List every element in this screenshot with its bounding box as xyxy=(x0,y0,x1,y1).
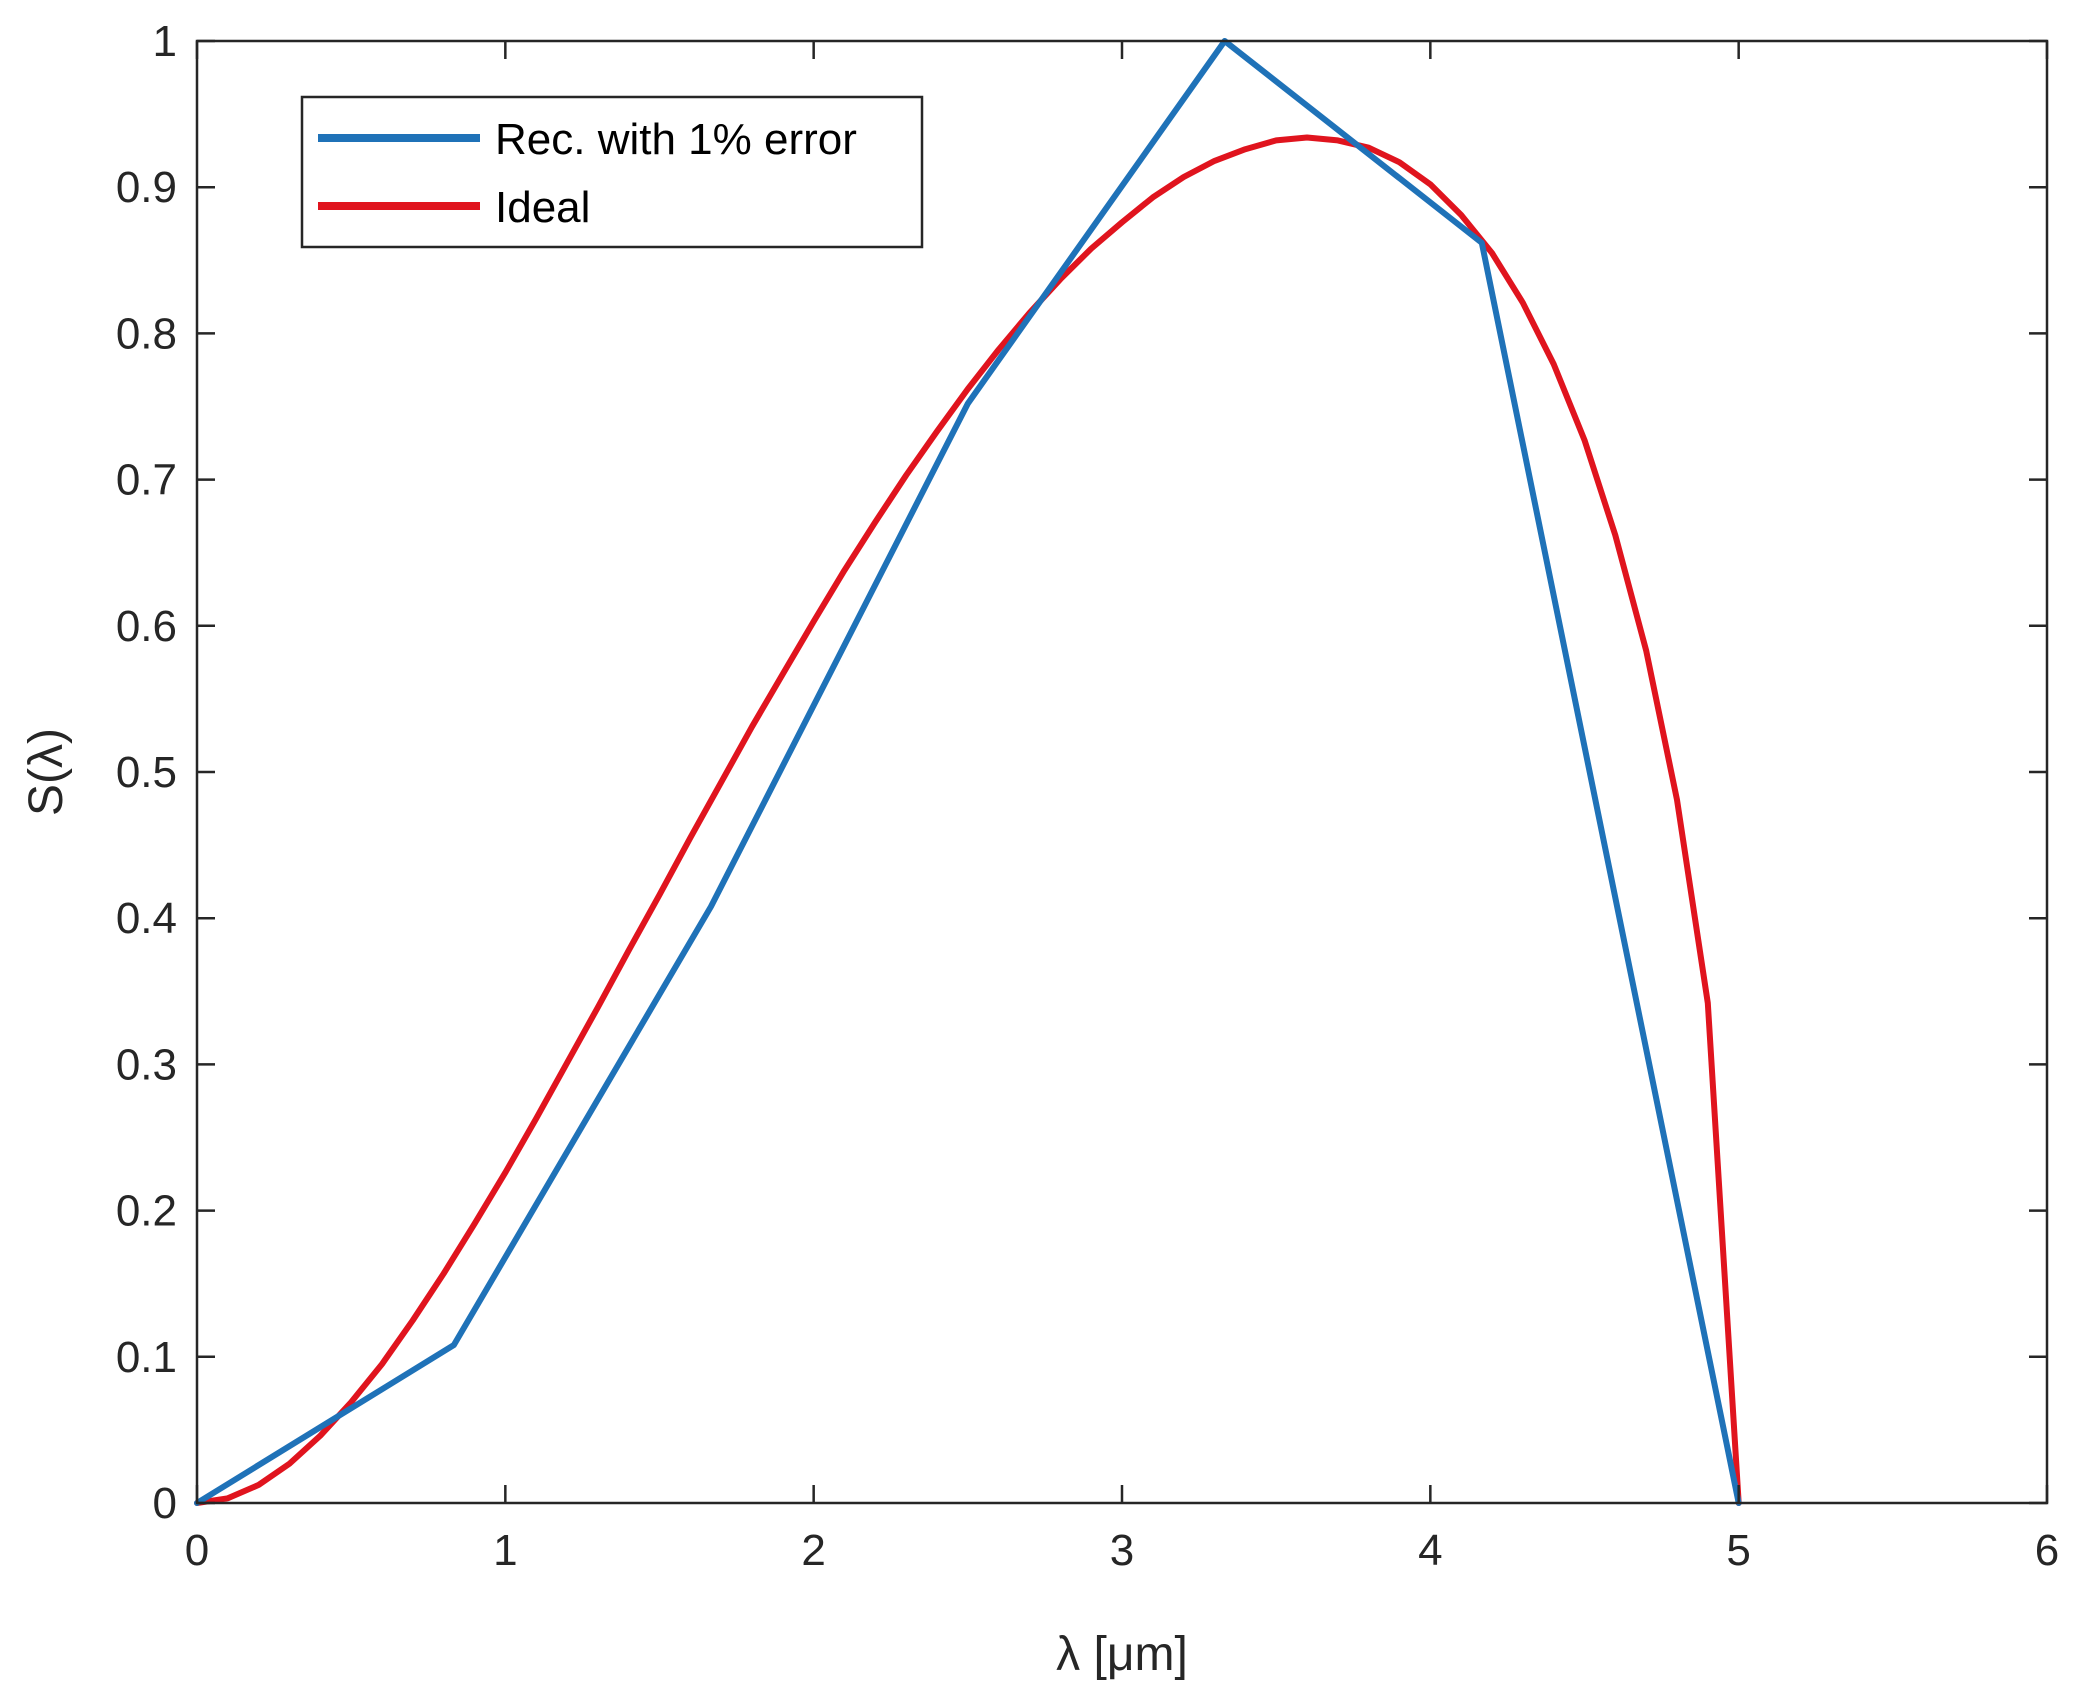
x-axis-label: λ [μm] xyxy=(1056,1628,1188,1681)
y-tick-label: 0.1 xyxy=(116,1333,177,1382)
rec-series-layer xyxy=(194,38,1742,1506)
axis-tick-labels: 0 1 2 3 4 5 6 0 0.1 0.2 0.3 0.4 0.5 0.6 0.7 0.8 0.9 1 xyxy=(116,17,2059,1575)
y-tick-label: 0.8 xyxy=(116,309,177,358)
y-tick-label: 0.6 xyxy=(116,602,177,651)
axis-ticks xyxy=(195,39,2049,1505)
y-tick-label: 0.4 xyxy=(116,894,177,943)
y-tick-label: 0 xyxy=(153,1479,177,1528)
y-tick-label: 0.9 xyxy=(116,163,177,212)
x-tick-label: 0 xyxy=(185,1526,209,1575)
legend-label-rec: Rec. with 1% error xyxy=(495,115,857,164)
legend-label-ideal: Ideal xyxy=(495,183,590,232)
y-axis-label: S(λ) xyxy=(20,728,73,816)
legend-box xyxy=(300,95,924,249)
y-tick-label: 1 xyxy=(153,17,177,66)
y-tick-label: 0.3 xyxy=(116,1040,177,1089)
y-tick-label: 0.2 xyxy=(116,1187,177,1236)
y-tick-label: 0.5 xyxy=(116,748,177,797)
legend: Rec. with 1% error Ideal xyxy=(300,95,924,249)
x-tick-label: 1 xyxy=(493,1526,517,1575)
x-tick-label: 6 xyxy=(2035,1526,2059,1575)
x-tick-label: 2 xyxy=(801,1526,825,1575)
x-tick-label: 3 xyxy=(1110,1526,1134,1575)
series-line-rec-with-1-error xyxy=(194,38,1742,1506)
x-tick-label: 5 xyxy=(1726,1526,1750,1575)
y-tick-label: 0.7 xyxy=(116,456,177,505)
x-tick-label: 4 xyxy=(1418,1526,1442,1575)
